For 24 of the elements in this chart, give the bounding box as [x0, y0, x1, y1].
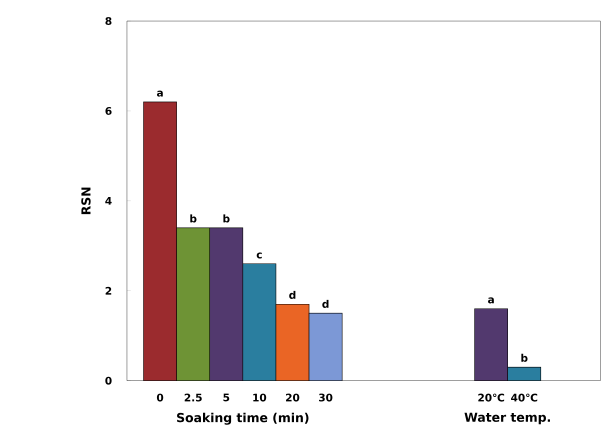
x-tick-label: 20℃	[478, 394, 504, 402]
x-tick-label: 20	[286, 394, 300, 402]
data-label: c	[256, 252, 262, 259]
x-tick-label: 2.5	[184, 394, 202, 402]
data-label: b	[223, 214, 230, 223]
data-label: a	[156, 90, 163, 97]
data-label: d	[289, 291, 296, 300]
x-tick-label: 0	[156, 394, 164, 402]
y-axis-title: RSN	[81, 188, 91, 214]
data-label: b	[521, 354, 528, 362]
text: Water temp.	[464, 412, 550, 425]
x-tick-label: 30	[319, 394, 332, 402]
x-tick-label: 40℃	[511, 394, 538, 402]
y-tick-label: 6	[105, 107, 112, 116]
y-tick-label: 0	[105, 376, 112, 385]
data-label: a	[488, 298, 494, 304]
data-label: d	[322, 300, 328, 308]
x-tick-label: 10	[253, 394, 266, 402]
text: Soaking time (min)	[177, 412, 308, 425]
y-tick-label: 4	[105, 197, 112, 205]
y-tick-label: 8	[105, 17, 112, 26]
x-tick-label: 5	[223, 394, 230, 402]
y-tick-label: 2	[106, 287, 112, 295]
data-label: b	[190, 214, 196, 223]
